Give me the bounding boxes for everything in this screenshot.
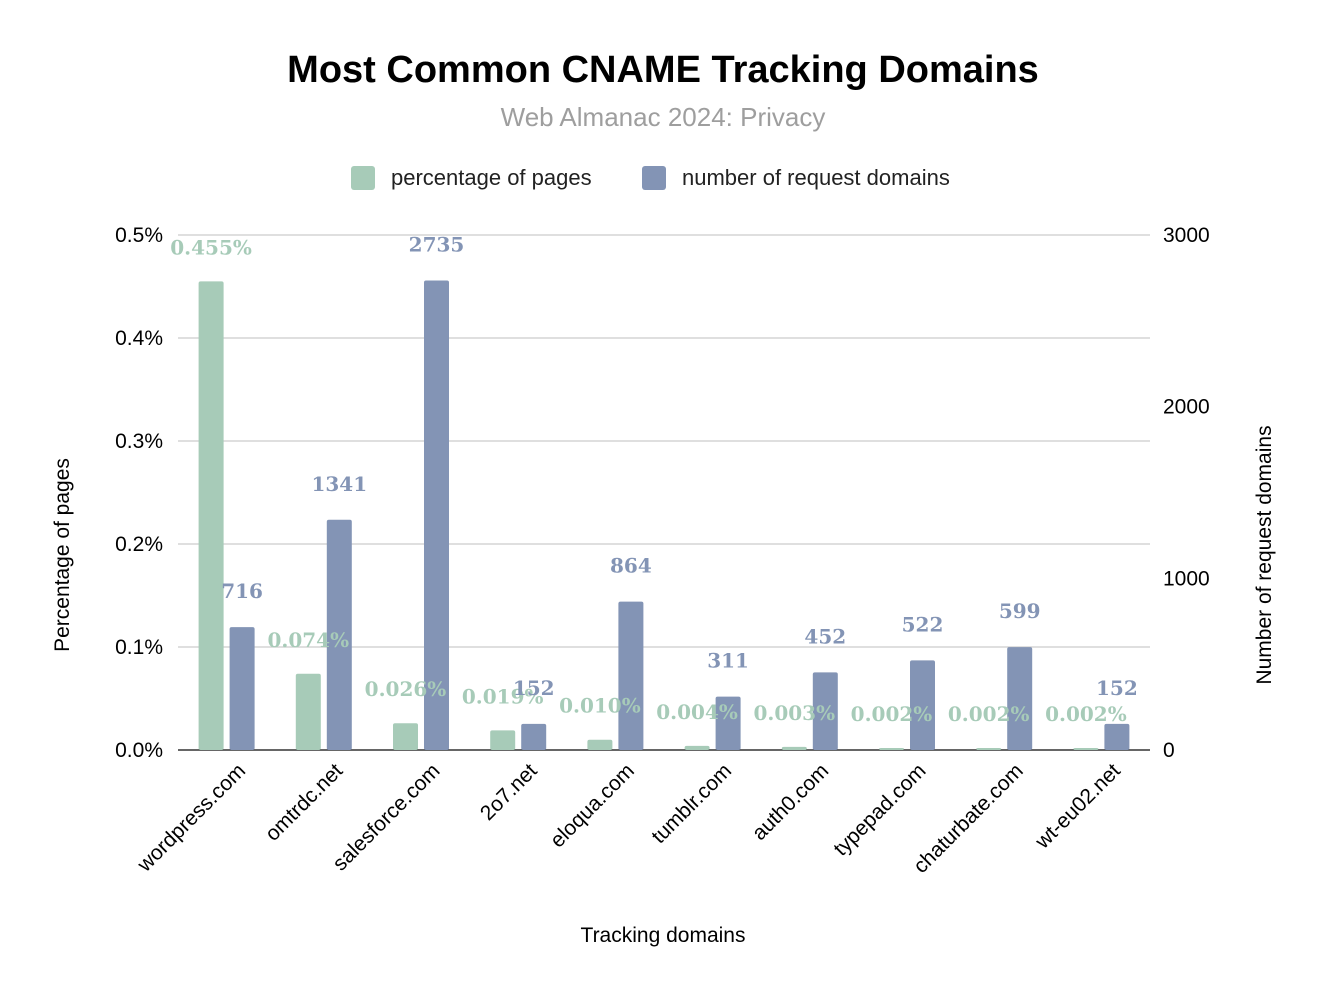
- data-label-request-domains: 599: [999, 599, 1041, 623]
- bar-number-of-request-domains: [1104, 723, 1130, 750]
- right-axis: 0 1000 2000 3000: [1163, 224, 1210, 762]
- bar-number-of-request-domains: [1007, 647, 1033, 750]
- category-label: tumblr.com: [647, 759, 736, 848]
- category-label: auth0.com: [748, 759, 834, 845]
- data-label-percentage: 0.026%: [365, 677, 447, 701]
- data-label-request-domains: 311: [707, 649, 749, 673]
- right-tick-label: 2000: [1163, 396, 1210, 419]
- bar-number-of-request-domains: [618, 601, 644, 750]
- data-label-percentage: 0.455%: [170, 235, 252, 259]
- category-label: 2o7.net: [476, 759, 542, 825]
- left-axis-title: Percentage of pages: [51, 458, 74, 652]
- x-axis-title: Tracking domains: [581, 924, 746, 947]
- left-tick-label: 0.2%: [115, 533, 163, 556]
- category-label: omtrdc.net: [261, 759, 348, 846]
- data-label-percentage: 0.002%: [1045, 702, 1127, 726]
- category-label: typepad.com: [829, 759, 930, 860]
- data-label-percentage: 0.010%: [559, 694, 641, 718]
- data-label-percentage: 0.004%: [656, 700, 738, 724]
- left-tick-label: 0.5%: [115, 224, 163, 247]
- data-label-request-domains: 2735: [409, 232, 465, 256]
- left-tick-label: 0.3%: [115, 430, 163, 453]
- bar-percentage-of-pages: [1073, 747, 1099, 750]
- bar-number-of-request-domains: [424, 280, 449, 750]
- data-label-request-domains: 452: [804, 624, 846, 648]
- category-label: eloqua.com: [546, 759, 639, 852]
- data-label-percentage: 0.074%: [267, 628, 349, 652]
- data-label-request-domains: 1341: [311, 472, 367, 496]
- right-tick-label: 3000: [1163, 224, 1210, 247]
- bar-number-of-request-domains: [715, 696, 741, 750]
- left-tick-label: 0.0%: [115, 739, 163, 762]
- category-label: wordpress.com: [132, 759, 250, 877]
- data-label-request-domains: 152: [1096, 676, 1138, 700]
- bar-percentage-of-pages: [393, 723, 418, 750]
- chart-title: Most Common CNAME Tracking Domains: [287, 49, 1039, 91]
- bar-percentage-of-pages: [879, 747, 904, 750]
- bar-percentage-of-pages: [976, 747, 1002, 750]
- bar-percentage-of-pages: [587, 739, 613, 750]
- bar-number-of-request-domains: [812, 672, 838, 750]
- data-label-request-domains: 522: [902, 612, 944, 636]
- data-label-percentage: 0.002%: [948, 702, 1030, 726]
- category-label: wt-eu02.net: [1030, 759, 1125, 854]
- legend-swatch-request-domains: [642, 166, 666, 190]
- bars: [198, 280, 1130, 750]
- bar-percentage-of-pages: [490, 730, 516, 750]
- bar-percentage-of-pages: [684, 745, 710, 750]
- legend: percentage of pages number of request do…: [351, 165, 950, 190]
- right-axis-title: Number of request domains: [1253, 425, 1276, 684]
- bar-percentage-of-pages: [781, 746, 807, 750]
- left-tick-label: 0.1%: [115, 636, 163, 659]
- legend-swatch-percentage: [351, 166, 375, 190]
- data-label-percentage: 0.002%: [851, 702, 933, 726]
- bar-percentage-of-pages: [295, 673, 321, 750]
- bar-number-of-request-domains: [229, 627, 255, 750]
- chart-subtitle: Web Almanac 2024: Privacy: [501, 102, 826, 132]
- bar-number-of-request-domains: [326, 519, 352, 750]
- bar-number-of-request-domains: [910, 660, 935, 750]
- right-tick-label: 0: [1163, 739, 1175, 762]
- left-axis: 0.0% 0.1% 0.2% 0.3% 0.4% 0.5%: [115, 224, 163, 762]
- data-labels: 0.455%7160.074%13410.026%27350.019%1520.…: [170, 232, 1137, 725]
- legend-label-request-domains: number of request domains: [682, 165, 950, 190]
- data-label-percentage: 0.003%: [753, 701, 835, 725]
- bar-percentage-of-pages: [198, 281, 224, 750]
- legend-label-percentage: percentage of pages: [391, 165, 592, 190]
- bar-number-of-request-domains: [521, 723, 547, 750]
- data-label-request-domains: 864: [610, 554, 652, 578]
- data-label-request-domains: 716: [221, 579, 263, 603]
- data-label-percentage: 0.019%: [462, 684, 544, 708]
- data-label-request-domains: 152: [513, 676, 555, 700]
- right-tick-label: 1000: [1163, 567, 1210, 590]
- left-tick-label: 0.4%: [115, 327, 163, 350]
